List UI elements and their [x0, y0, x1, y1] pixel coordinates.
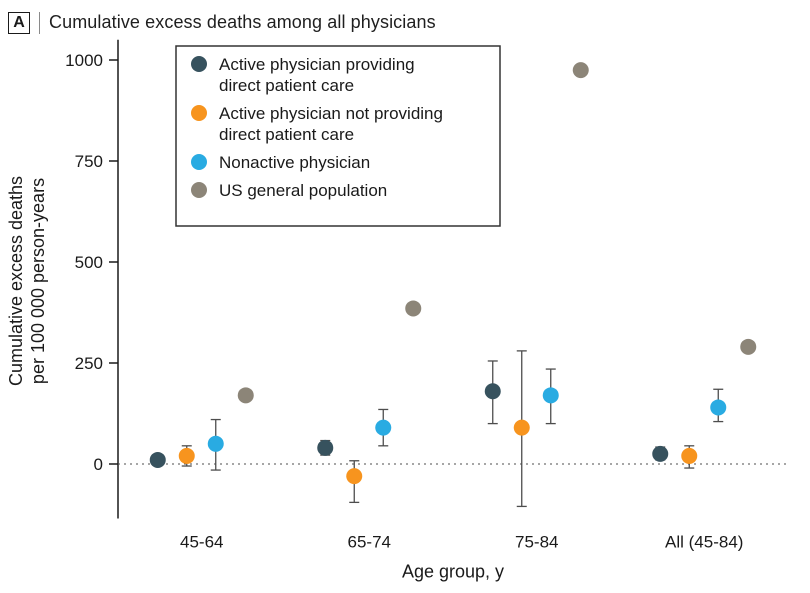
data-point	[484, 383, 501, 400]
data-point	[542, 387, 559, 404]
data-point	[317, 439, 334, 456]
data-point	[207, 435, 224, 452]
data-point	[346, 468, 363, 485]
data-point	[375, 419, 392, 436]
panel-label: A	[8, 11, 30, 34]
data-point	[513, 419, 530, 436]
legend-label: direct patient care	[219, 125, 354, 144]
y-tick-label: 500	[75, 253, 103, 272]
legend-marker	[191, 56, 207, 72]
chart-svg: 0 250 500 750 1000 45-64 65-74 75-84 All (45-84)…	[6, 39, 788, 582]
legend-label: Nonactive physician	[219, 153, 370, 172]
data-point	[710, 399, 727, 416]
data-point	[405, 300, 422, 317]
legend-label: Active physician providing	[219, 55, 415, 74]
y-tick-label: 250	[75, 354, 103, 373]
legend-marker	[191, 105, 207, 121]
data-point	[740, 338, 757, 355]
legend-box	[175, 45, 501, 227]
y-tick-label: 750	[75, 152, 103, 171]
x-axis-title: Age group, y	[402, 562, 504, 582]
y-tick-label: 0	[94, 455, 103, 474]
data-point	[681, 447, 698, 464]
page-title: Cumulative excess deaths among all physi…	[49, 12, 436, 32]
y-tick-label: 1000	[65, 51, 103, 70]
data-point	[652, 445, 669, 462]
data-point	[237, 387, 254, 404]
x-tick-label: 75-84	[515, 533, 558, 552]
x-tick-label: 65-74	[348, 533, 391, 552]
legend-label: US general population	[219, 181, 387, 200]
panel-divider	[39, 11, 40, 34]
legend-label: direct patient care	[219, 76, 354, 95]
y-axis-title: per 100 000 person-years	[28, 178, 48, 384]
y-axis-title: Cumulative excess deaths	[6, 176, 26, 386]
data-point	[149, 451, 166, 468]
legend-marker	[191, 182, 207, 198]
data-point	[178, 447, 195, 464]
x-tick-label: 45-64	[180, 533, 223, 552]
legend-label: Active physician not providing	[219, 104, 443, 123]
x-tick-label: All (45-84)	[665, 533, 743, 552]
data-point	[572, 62, 589, 79]
legend-marker	[191, 154, 207, 170]
panel-header: A Cumulative excess deaths among all phy…	[0, 0, 810, 36]
